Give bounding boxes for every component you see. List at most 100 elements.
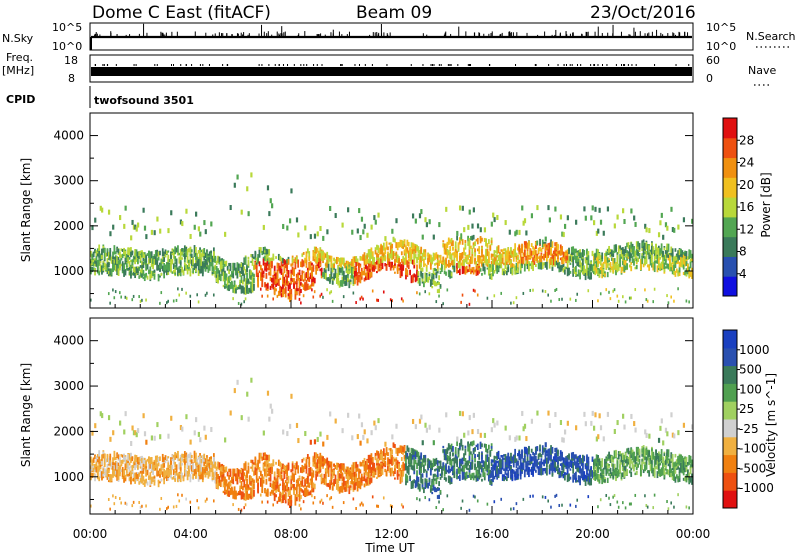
scatter-cell xyxy=(297,465,299,473)
scatter-cell xyxy=(523,292,525,295)
scatter-cell xyxy=(185,414,187,419)
scatter-cell xyxy=(560,214,562,219)
scatter-cell xyxy=(330,256,332,264)
scatter-cell xyxy=(166,301,168,304)
scatter-cell xyxy=(488,251,490,258)
scatter-cell xyxy=(372,289,374,292)
scatter-cell xyxy=(159,456,161,461)
scatter-cell xyxy=(296,423,298,428)
scatter-cell xyxy=(644,288,646,291)
scatter-cell xyxy=(361,483,363,486)
scatter-cell xyxy=(300,301,302,304)
nave-tick-top: 60 xyxy=(706,54,720,67)
scatter-cell xyxy=(101,208,103,213)
scatter-cell xyxy=(377,299,379,302)
scatter-cell xyxy=(108,415,110,420)
scatter-cell xyxy=(415,219,417,224)
scatter-cell xyxy=(303,294,305,297)
freq-label: Freq. xyxy=(6,51,33,64)
scatter-cell xyxy=(243,300,245,303)
scatter-cell xyxy=(131,504,133,507)
scatter-cell xyxy=(140,300,142,303)
scatter-cell xyxy=(630,266,632,271)
scatter-cell xyxy=(377,418,379,423)
scatter-cell xyxy=(576,293,578,296)
scatter-cell xyxy=(663,248,665,251)
scatter-cell xyxy=(575,220,577,225)
scatter-cell xyxy=(181,288,183,291)
scatter-cell xyxy=(173,505,175,508)
scatter-cell xyxy=(137,428,139,433)
power-colorbar-swatch xyxy=(723,256,737,276)
scatter-cell xyxy=(248,466,250,472)
scatter-cell xyxy=(670,207,672,212)
scatter-cell xyxy=(630,297,632,300)
power-colorbar-swatch xyxy=(723,158,737,178)
scatter-cell xyxy=(245,297,247,300)
scatter-cell xyxy=(452,247,454,251)
scatter-cell xyxy=(206,498,208,501)
scatter-cell xyxy=(394,272,396,274)
scatter-cell xyxy=(429,219,431,224)
scatter-cell xyxy=(234,183,236,188)
scatter-cell xyxy=(373,215,375,220)
scatter-cell xyxy=(141,299,143,302)
scatter-cell xyxy=(353,497,355,500)
scatter-cell xyxy=(293,272,295,276)
scatter-cell xyxy=(326,229,328,234)
scatter-cell xyxy=(661,213,663,218)
scatter-cell xyxy=(267,185,269,190)
scatter-cell xyxy=(525,230,527,235)
scatter-cell xyxy=(610,297,612,300)
scatter-cell xyxy=(230,410,232,415)
scatter-cell xyxy=(131,251,133,255)
scatter-cell xyxy=(364,224,366,229)
scatter-cell xyxy=(535,245,537,249)
scatter-cell xyxy=(319,501,321,504)
scatter-cell xyxy=(120,296,122,299)
scatter-cell xyxy=(322,296,324,299)
scatter-cell xyxy=(303,477,305,479)
scatter-cell xyxy=(290,394,292,399)
scatter-cell xyxy=(109,302,111,305)
scatter-cell xyxy=(688,300,690,303)
scatter-cell xyxy=(137,223,139,228)
scatter-cell xyxy=(518,230,520,235)
scatter-cell xyxy=(575,299,577,302)
scatter-cell xyxy=(554,207,556,212)
scatter-cell xyxy=(359,469,361,471)
scatter-cell xyxy=(634,288,636,291)
scatter-cell xyxy=(556,288,558,291)
scatter-cell xyxy=(296,288,298,291)
power-colorbar-tick-label: 20 xyxy=(739,178,754,192)
scatter-cell xyxy=(332,506,334,509)
scatter-cell xyxy=(658,246,660,248)
freq-trace xyxy=(91,67,692,76)
scatter-cell xyxy=(441,264,443,272)
power-colorbar-tick-label: 24 xyxy=(739,156,754,170)
scatter-cell xyxy=(130,441,132,446)
scatter-cell xyxy=(119,261,121,264)
scatter-cell xyxy=(633,261,635,266)
scatter-cell xyxy=(123,224,125,229)
scatter-cell xyxy=(366,438,368,443)
scatter-cell xyxy=(213,293,215,296)
scatter-cell xyxy=(408,264,410,269)
nsearch-label: N.Search xyxy=(746,30,796,43)
scatter-cell xyxy=(488,239,490,244)
scatter-cell xyxy=(144,431,146,436)
scatter-cell xyxy=(196,293,198,296)
scatter-cell xyxy=(214,256,216,259)
scatter-cell xyxy=(422,279,424,282)
scatter-cell xyxy=(137,259,139,264)
scatter-cell xyxy=(646,259,648,264)
scatter-cell xyxy=(213,499,215,502)
scatter-cell xyxy=(282,224,284,229)
scatter-cell xyxy=(545,290,547,293)
scatter-cell xyxy=(418,271,420,276)
scatter-cell xyxy=(248,211,250,216)
scatter-cell xyxy=(492,213,494,218)
scatter-cell xyxy=(440,284,442,287)
scatter-cell xyxy=(474,241,476,246)
scatter-cell xyxy=(342,428,344,433)
